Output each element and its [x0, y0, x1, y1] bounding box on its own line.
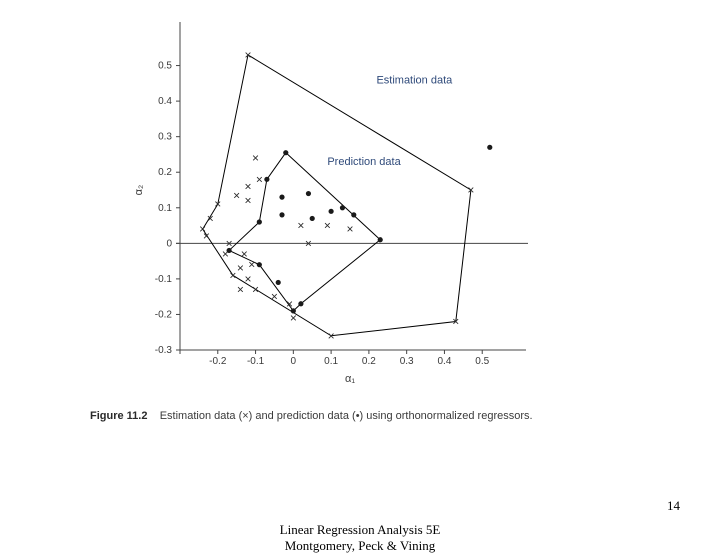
- footer-page-number: 14: [667, 498, 680, 514]
- svg-text:-0.1: -0.1: [155, 274, 173, 285]
- svg-text:0.3: 0.3: [158, 132, 172, 143]
- svg-text:×: ×: [256, 172, 263, 186]
- caption-text: Estimation data (×) and prediction data …: [160, 410, 533, 422]
- svg-text:×: ×: [271, 290, 278, 304]
- svg-text:×: ×: [324, 219, 331, 233]
- svg-text:×: ×: [244, 272, 251, 286]
- svg-text:0: 0: [166, 238, 172, 249]
- svg-text:0.5: 0.5: [475, 356, 489, 367]
- svg-text:0.4: 0.4: [437, 356, 451, 367]
- svg-text:×: ×: [237, 283, 244, 297]
- footer-center: Linear Regression Analysis 5E Montgomery…: [0, 522, 720, 555]
- figure-caption: Figure 11.2 Estimation data (×) and pred…: [90, 410, 533, 422]
- svg-text:0: 0: [291, 356, 297, 367]
- svg-text:0.1: 0.1: [158, 203, 172, 214]
- svg-text:-0.2: -0.2: [209, 356, 227, 367]
- caption-label: Figure 11.2: [90, 410, 147, 422]
- svg-text:α₂: α₂: [133, 185, 145, 196]
- svg-text:0.3: 0.3: [400, 356, 414, 367]
- svg-text:-0.1: -0.1: [247, 356, 265, 367]
- svg-text:×: ×: [237, 261, 244, 275]
- svg-text:Prediction data: Prediction data: [327, 156, 401, 168]
- svg-text:×: ×: [252, 151, 259, 165]
- scatter-chart: -0.3 -0.2 -0.1 0 0.1 0.2 0.3 0.4 0.5 -0.2 -0.1 0 0.1…: [120, 20, 540, 390]
- svg-text:0.2: 0.2: [362, 356, 376, 367]
- svg-text:-0.2: -0.2: [155, 309, 173, 320]
- footer-line1: Linear Regression Analysis 5E: [280, 522, 441, 537]
- svg-text:α₁: α₁: [345, 373, 355, 385]
- chart-container: -0.3 -0.2 -0.1 0 0.1 0.2 0.3 0.4 0.5 -0.2 -0.1 0 0.1…: [120, 20, 540, 390]
- svg-text:0.4: 0.4: [158, 96, 172, 107]
- svg-text:×: ×: [244, 194, 251, 208]
- svg-text:-0.3: -0.3: [155, 345, 173, 356]
- svg-text:×: ×: [244, 179, 251, 193]
- svg-text:0.5: 0.5: [158, 61, 172, 72]
- svg-text:0.1: 0.1: [324, 356, 338, 367]
- svg-text:×: ×: [346, 222, 353, 236]
- page-root: -0.3 -0.2 -0.1 0 0.1 0.2 0.3 0.4 0.5 -0.2 -0.1 0 0.1…: [0, 0, 720, 540]
- svg-text:×: ×: [233, 188, 240, 202]
- svg-text:Estimation data: Estimation data: [376, 74, 453, 86]
- footer-line2: Montgomery, Peck & Vining: [285, 538, 436, 553]
- svg-text:0.2: 0.2: [158, 167, 172, 178]
- svg-text:×: ×: [297, 219, 304, 233]
